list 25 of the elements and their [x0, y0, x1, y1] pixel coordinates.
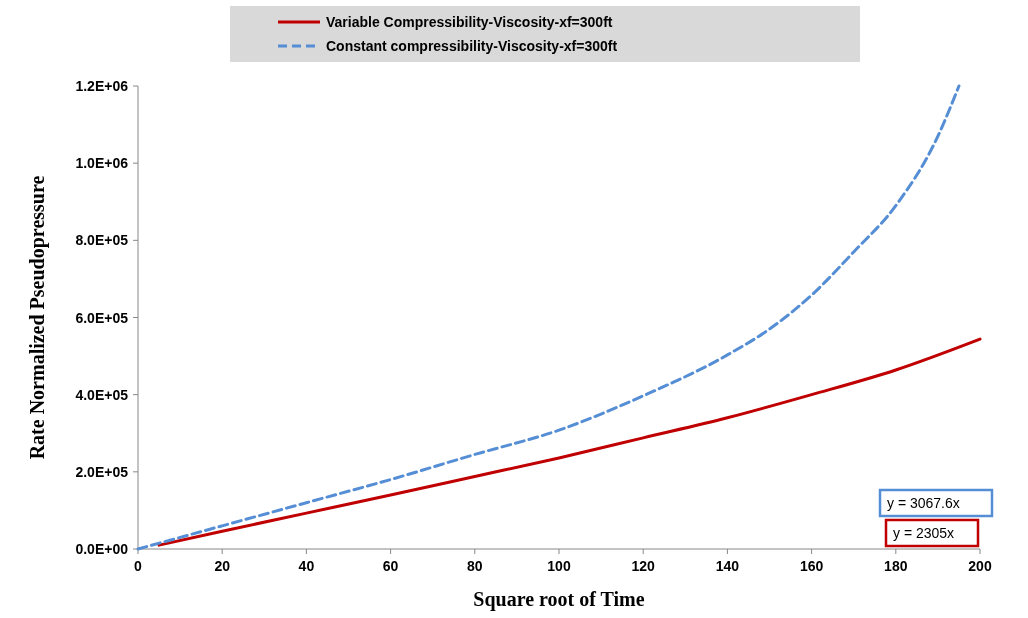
y-tick-label: 1.2E+06: [75, 78, 129, 94]
y-tick-label: 1.0E+06: [75, 155, 129, 172]
x-tick-label: 80: [467, 558, 483, 574]
y-tick-label: 0.0E+00: [75, 541, 129, 557]
x-tick-label: 160: [799, 558, 824, 574]
x-tick-label: 120: [631, 558, 656, 574]
y-tick-label: 2.0E+05: [75, 463, 129, 480]
legend-label: Variable Compressibility-Viscosity-xf=300ft: [326, 14, 613, 30]
x-tick-label: 180: [884, 558, 908, 574]
x-tick-label: 60: [382, 558, 399, 574]
x-tick-label: 40: [298, 558, 315, 574]
x-tick-label: 100: [547, 558, 571, 574]
x-tick-label: 200: [968, 558, 992, 574]
annotation: y = 3067.6x: [887, 495, 960, 511]
y-axis-title: Rate Normalized Pseudopressure: [26, 175, 49, 460]
x-tick-label: 140: [715, 558, 740, 574]
line-series: [157, 337, 982, 547]
y-tick-label: 8.0E+05: [75, 232, 129, 249]
x-axis-title: Square root of Time: [473, 588, 645, 611]
legend-label: Constant compressibility-Viscosity-xf=300ft: [326, 38, 618, 54]
annotation: y = 2305x: [893, 525, 955, 541]
y-tick-label: 6.0E+05: [75, 309, 129, 326]
x-tick-label: 20: [214, 558, 231, 574]
x-tick-label: 0: [134, 558, 143, 574]
y-tick-label: 4.0E+05: [75, 386, 129, 403]
